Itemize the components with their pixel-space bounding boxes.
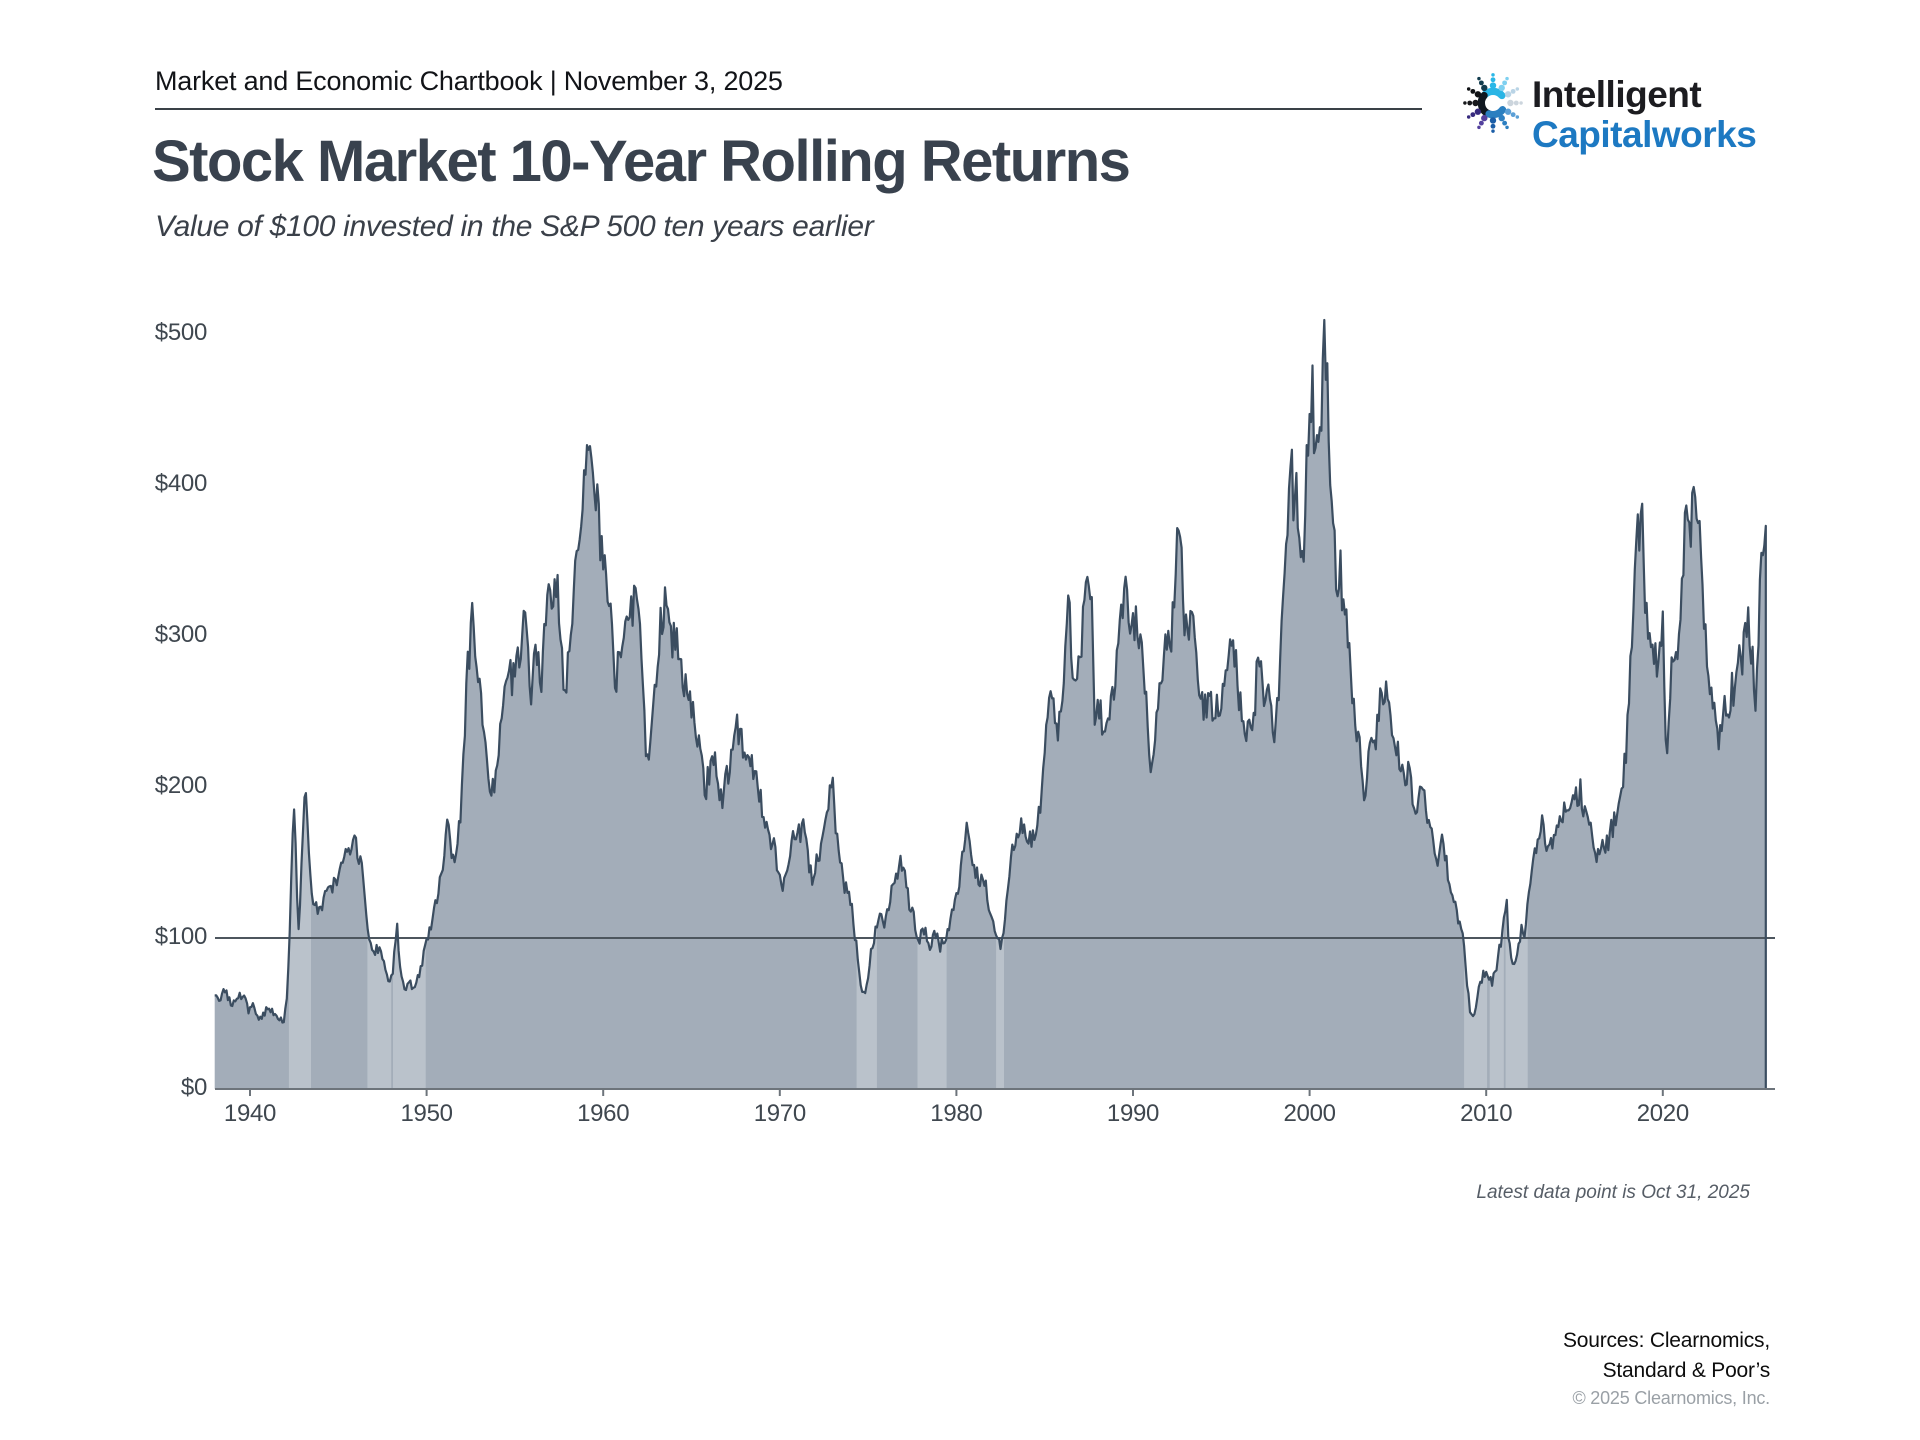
x-axis-label-2020: 2020	[1636, 1100, 1690, 1127]
sources-text: Sources: Clearnomics, Standard & Poor’s	[1563, 1326, 1770, 1386]
x-axis-label-1980: 1980	[930, 1100, 983, 1127]
x-axis-label-2000: 2000	[1283, 1100, 1336, 1127]
chartbook-header: Market and Economic Chartbook | November…	[155, 66, 783, 96]
x-axis-label-2010: 2010	[1460, 1100, 1513, 1127]
page-subtitle: Value of $100 invested in the S&P 500 te…	[155, 210, 874, 243]
logo-name-line1: Intelligent	[1532, 74, 1702, 115]
y-axis-label-500: $500	[154, 319, 208, 346]
sources-line1: Sources: Clearnomics,	[1562, 1329, 1770, 1352]
copyright-text: © 2025 Clearnomics, Inc.	[1572, 1388, 1770, 1408]
company-logo: Intelligent Capitalworks	[1462, 70, 1762, 170]
y-axis-label-400: $400	[154, 470, 208, 497]
x-axis-label-1950: 1950	[400, 1100, 453, 1127]
y-axis-label-300: $300	[154, 621, 208, 648]
latest-data-note: Latest data point is Oct 31, 2025	[1476, 1182, 1750, 1203]
sources-line2: Standard & Poor’s	[1602, 1359, 1771, 1382]
x-axis-label-1970: 1970	[753, 1100, 807, 1127]
y-axis-label-200: $200	[154, 772, 208, 799]
y-axis-label-100: $100	[154, 923, 208, 950]
logo-name-line2: Capitalworks	[1532, 114, 1757, 155]
page-title: Stock Market 10-Year Rolling Returns	[152, 129, 1131, 194]
capitalworks-burst-icon	[1463, 73, 1523, 133]
x-axis-label-1960: 1960	[577, 1100, 630, 1127]
x-axis-label-1990: 1990	[1106, 1100, 1160, 1127]
x-axis-label-1940: 1940	[223, 1100, 277, 1127]
y-axis-label-0: $0	[180, 1074, 207, 1101]
header-divider	[155, 108, 1422, 110]
